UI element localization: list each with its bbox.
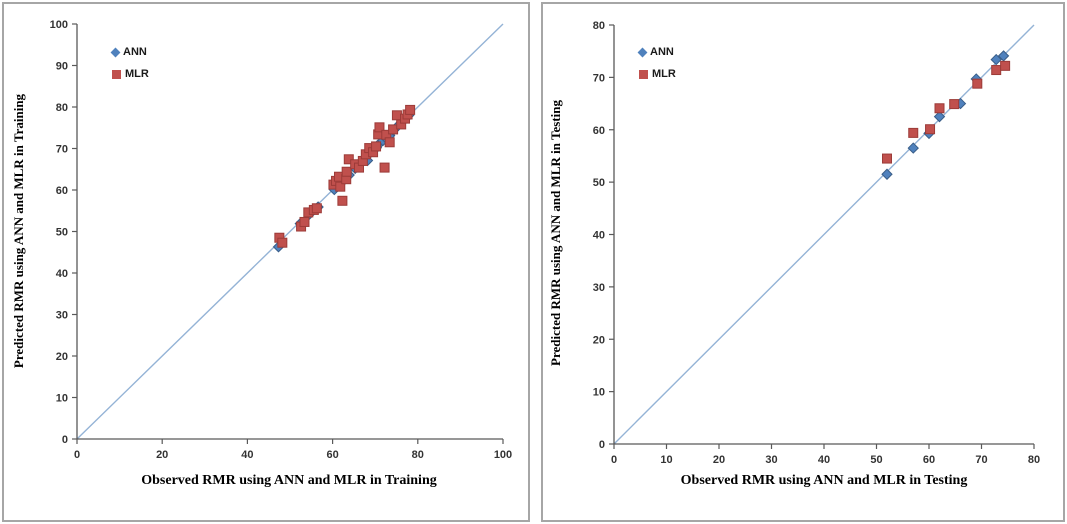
testing-mlr-point (908, 127, 919, 138)
training-x-tick-label: 60 (326, 449, 338, 461)
training-mlr-point (341, 166, 352, 177)
training-mlr-point (405, 104, 416, 115)
training-y-tick-label: 50 (56, 227, 68, 239)
testing-legend-item-mlr: MLR (639, 67, 676, 82)
training-legend-item-ann: ANN (110, 45, 149, 60)
testing-mlr-point (949, 99, 960, 110)
training-y-tick-label: 20 (56, 351, 68, 363)
training-mlr-point (311, 203, 322, 214)
training-x-tick-label: 100 (494, 449, 512, 461)
testing-x-tick-label: 30 (765, 454, 777, 466)
training-legend-mlr-label: MLR (125, 68, 149, 80)
training-x-tick-label: 0 (74, 449, 80, 461)
training-mlr-point (277, 237, 288, 248)
testing-ann-point (933, 110, 946, 123)
testing-legend: ANN MLR (637, 45, 676, 82)
testing-y-tick-label: 60 (593, 125, 605, 137)
training-identity-line (76, 23, 504, 440)
testing-ann-point (881, 168, 893, 180)
testing-x-tick-label: 80 (1028, 454, 1040, 466)
training-y-tick-label: 40 (56, 268, 68, 280)
training-mlr-point (299, 216, 310, 227)
mlr-square-icon (112, 70, 121, 79)
training-mlr-point (379, 162, 390, 173)
training-x-tick-label: 40 (241, 449, 253, 461)
testing-ann-point (990, 53, 1002, 66)
ann-diamond-icon (637, 47, 648, 58)
training-y-tick-label: 60 (56, 185, 68, 197)
ann-diamond-icon (110, 47, 121, 58)
training-mlr-point (337, 195, 348, 206)
testing-y-tick-label: 80 (593, 20, 605, 32)
training-x-axis-title: Observed RMR using ANN and MLR in Traini… (141, 473, 437, 488)
testing-x-tick-label: 60 (923, 454, 935, 466)
testing-mlr-point (991, 65, 1002, 76)
testing-mlr-point (925, 124, 936, 135)
training-y-tick-label: 10 (56, 393, 68, 405)
testing-ann-point (907, 142, 919, 154)
testing-x-axis-title: Observed RMR using ANN and MLR in Testin… (680, 473, 968, 488)
testing-y-tick-label: 40 (593, 230, 605, 242)
testing-legend-ann-label: ANN (650, 46, 674, 58)
training-y-tick-label: 0 (62, 434, 68, 446)
testing-y-axis-title: Predicted RMR using ANN and MLR in Testi… (548, 100, 563, 366)
testing-mlr-point (934, 103, 945, 114)
testing-legend-item-ann: ANN (637, 45, 676, 60)
training-y-tick-label: 90 (56, 61, 68, 73)
testing-y-tick-label: 50 (593, 177, 605, 189)
training-mlr-point (374, 122, 385, 133)
training-chart-panel: 0 10 20 30 40 50 60 70 80 90 100 0 20 40 60 80 100 Predi… (2, 2, 530, 522)
mlr-square-icon (639, 70, 648, 79)
testing-chart-panel: 0 10 20 30 40 50 60 70 80 0 10 20 30 40 50 60 70 80 Predi… (541, 2, 1065, 522)
testing-y-tick-label: 0 (599, 439, 605, 451)
training-mlr-point (335, 181, 346, 192)
training-legend-ann-label: ANN (123, 46, 147, 58)
training-y-tick-label: 80 (56, 102, 68, 114)
testing-y-tick-label: 10 (593, 387, 605, 399)
training-y-tick-label: 30 (56, 310, 68, 322)
testing-y-tick-label: 30 (593, 282, 605, 294)
training-chart-svg: 0 10 20 30 40 50 60 70 80 90 100 0 20 40 60 80 100 (50, 19, 513, 461)
training-y-axis-title: Predicted RMR using ANN and MLR in Train… (11, 93, 26, 369)
testing-x-tick-label: 50 (870, 454, 882, 466)
testing-x-tick-label: 10 (660, 454, 672, 466)
testing-legend-mlr-label: MLR (652, 68, 676, 80)
testing-mlr-point (882, 153, 892, 164)
training-x-tick-label: 80 (412, 449, 424, 461)
training-legend: ANN MLR (110, 45, 149, 82)
training-legend-item-mlr: MLR (112, 67, 149, 82)
testing-x-tick-label: 0 (611, 454, 617, 466)
testing-mlr-point (972, 78, 983, 89)
training-y-tick-label: 70 (56, 144, 68, 156)
testing-y-tick-label: 70 (593, 72, 605, 84)
testing-x-tick-label: 40 (818, 454, 830, 466)
training-mlr-point (384, 137, 395, 148)
testing-chart-svg: 0 10 20 30 40 50 60 70 80 0 10 20 30 40 50 60 70 80 (593, 20, 1040, 466)
testing-x-tick-label: 70 (975, 454, 987, 466)
training-y-tick-label: 100 (50, 19, 68, 31)
testing-mlr-point (1000, 60, 1011, 71)
testing-y-tick-label: 20 (593, 334, 605, 346)
testing-identity-line (613, 24, 1035, 445)
testing-x-tick-label: 20 (713, 454, 725, 466)
training-x-tick-label: 20 (156, 449, 168, 461)
training-mlr-point (371, 141, 382, 152)
